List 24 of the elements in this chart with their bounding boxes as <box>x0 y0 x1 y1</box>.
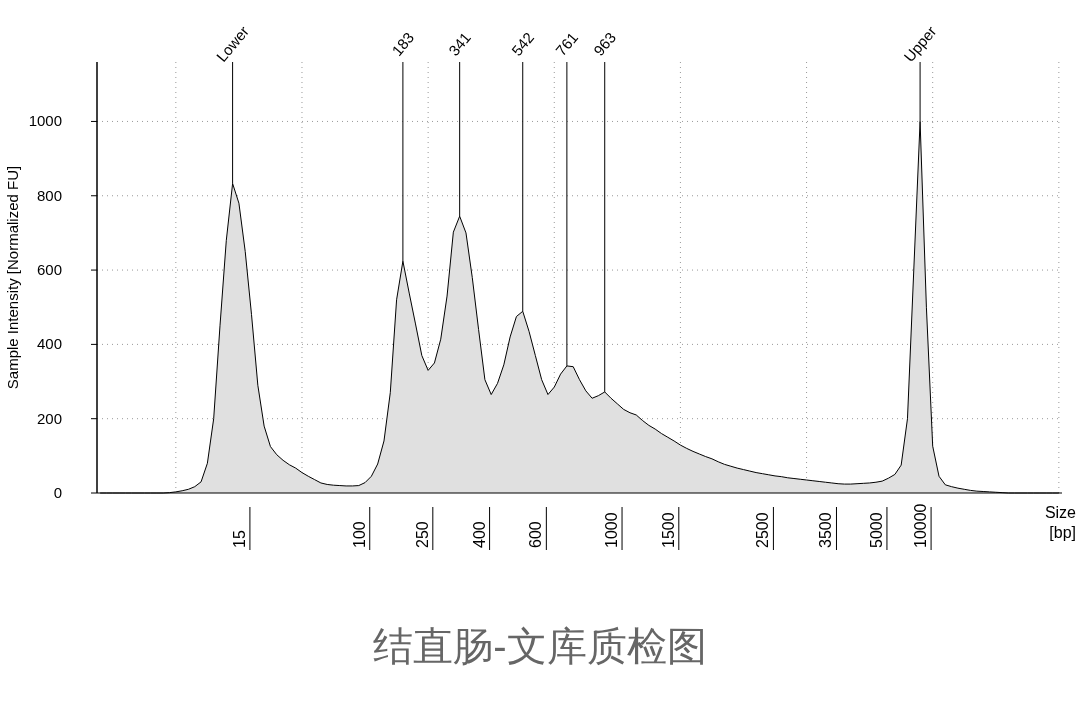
x-tick-label: 1000 <box>603 512 621 548</box>
y-tick-label: 1000 <box>28 112 62 130</box>
x-tick-label: 600 <box>527 521 545 548</box>
x-tick-label: 2500 <box>754 512 772 548</box>
x-tick-label: 15 <box>230 530 248 548</box>
annotation: 542 <box>507 28 538 59</box>
x-tick-label: 5000 <box>867 512 885 548</box>
x-tick-label: 400 <box>470 521 488 548</box>
y-axis-title: Sample Intensity [Normalized FU] <box>4 165 21 390</box>
y-tick-label: 200 <box>36 409 62 427</box>
x-tick-label: 100 <box>350 521 368 548</box>
text: 结直肠-文库质检图 <box>373 624 707 668</box>
annotation: 183 <box>388 28 418 59</box>
x-tick-label: 3500 <box>817 512 835 548</box>
x-axis-title: Size [bp] <box>1044 504 1077 541</box>
text: 761 <box>552 28 582 59</box>
y-tick-label: 400 <box>36 335 62 353</box>
x-tick-label: 250 <box>413 521 431 548</box>
y-tick-label: 800 <box>36 186 62 204</box>
x-tick-label: 10000 <box>912 503 930 548</box>
y-tick-label: 0 <box>53 484 62 501</box>
annotation: 341 <box>444 28 475 59</box>
y-tick-label: 600 <box>36 261 62 279</box>
x-tick-label: 1500 <box>659 512 677 548</box>
